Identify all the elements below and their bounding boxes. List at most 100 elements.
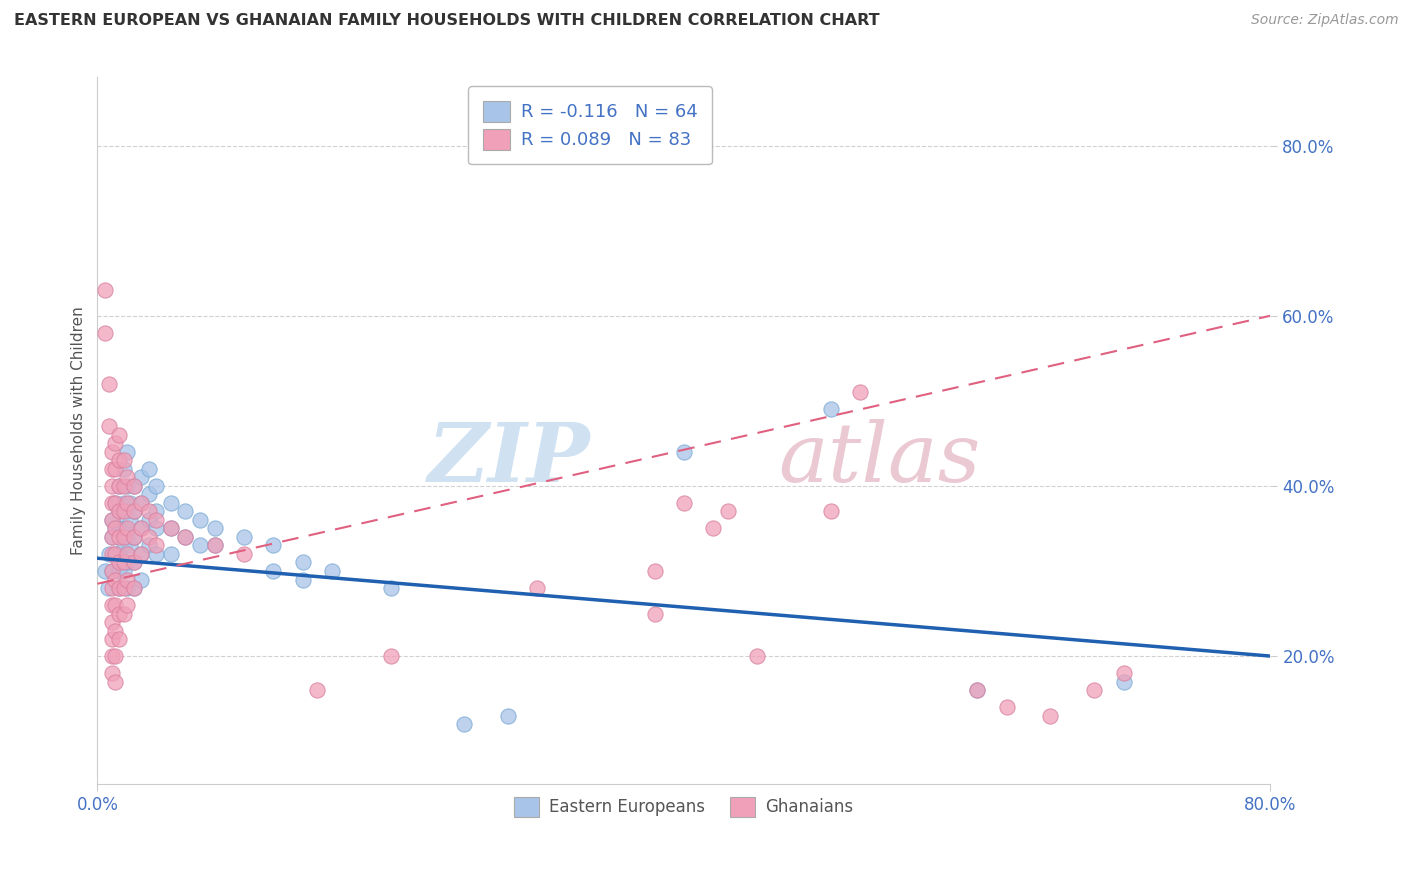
Point	[108, 504, 131, 518]
Point	[104, 547, 127, 561]
Point	[233, 547, 256, 561]
Point	[188, 513, 211, 527]
Point	[672, 445, 695, 459]
Point	[1112, 674, 1135, 689]
Point	[108, 479, 131, 493]
Point	[115, 530, 138, 544]
Point	[291, 556, 314, 570]
Point	[122, 504, 145, 518]
Point	[159, 547, 181, 561]
Point	[101, 615, 124, 629]
Point	[108, 564, 131, 578]
Point	[145, 539, 167, 553]
Point	[112, 581, 135, 595]
Point	[122, 556, 145, 570]
Point	[108, 530, 131, 544]
Point	[108, 556, 131, 570]
Point	[747, 649, 769, 664]
Point	[159, 521, 181, 535]
Point	[307, 683, 329, 698]
Point	[115, 479, 138, 493]
Point	[104, 674, 127, 689]
Point	[849, 385, 872, 400]
Point	[380, 649, 402, 664]
Point	[104, 649, 127, 664]
Point	[174, 504, 197, 518]
Point	[112, 504, 135, 518]
Point	[321, 564, 343, 578]
Point	[131, 496, 153, 510]
Point	[138, 513, 160, 527]
Point	[115, 598, 138, 612]
Point	[122, 530, 145, 544]
Point	[131, 521, 153, 535]
Point	[101, 445, 124, 459]
Point	[101, 513, 124, 527]
Point	[115, 547, 138, 561]
Point	[995, 700, 1018, 714]
Point	[104, 624, 127, 638]
Point	[115, 573, 138, 587]
Point	[118, 496, 141, 510]
Point	[104, 496, 127, 510]
Point	[291, 573, 314, 587]
Point	[108, 521, 131, 535]
Point	[112, 556, 135, 570]
Point	[122, 530, 145, 544]
Point	[93, 564, 115, 578]
Point	[122, 581, 145, 595]
Point	[98, 376, 121, 391]
Point	[496, 708, 519, 723]
Point	[101, 496, 124, 510]
Point	[101, 513, 124, 527]
Point	[98, 547, 121, 561]
Point	[112, 462, 135, 476]
Point	[112, 530, 135, 544]
Point	[115, 496, 138, 510]
Point	[131, 521, 153, 535]
Point	[108, 547, 131, 561]
Point	[118, 513, 141, 527]
Point	[97, 581, 120, 595]
Point	[145, 521, 167, 535]
Point	[131, 547, 153, 561]
Point	[101, 564, 124, 578]
Point	[159, 496, 181, 510]
Point	[138, 530, 160, 544]
Point	[1039, 708, 1062, 723]
Point	[104, 436, 127, 450]
Point	[108, 427, 131, 442]
Point	[112, 539, 135, 553]
Point	[112, 521, 135, 535]
Point	[138, 462, 160, 476]
Point	[104, 462, 127, 476]
Point	[702, 521, 724, 535]
Point	[101, 649, 124, 664]
Point	[138, 504, 160, 518]
Point	[101, 632, 124, 646]
Point	[174, 530, 197, 544]
Point	[122, 479, 145, 493]
Point	[104, 496, 127, 510]
Point	[93, 326, 115, 340]
Point	[122, 581, 145, 595]
Point	[131, 547, 153, 561]
Point	[93, 283, 115, 297]
Point	[115, 521, 138, 535]
Point	[159, 521, 181, 535]
Point	[108, 581, 131, 595]
Point	[112, 496, 135, 510]
Point	[108, 607, 131, 621]
Point	[1083, 683, 1105, 698]
Point	[101, 462, 124, 476]
Point	[122, 479, 145, 493]
Point	[115, 470, 138, 484]
Point	[131, 573, 153, 587]
Point	[108, 632, 131, 646]
Legend: Eastern Europeans, Ghanaians: Eastern Europeans, Ghanaians	[506, 789, 862, 825]
Point	[104, 598, 127, 612]
Point	[108, 581, 131, 595]
Point	[108, 453, 131, 467]
Point	[115, 581, 138, 595]
Point	[145, 547, 167, 561]
